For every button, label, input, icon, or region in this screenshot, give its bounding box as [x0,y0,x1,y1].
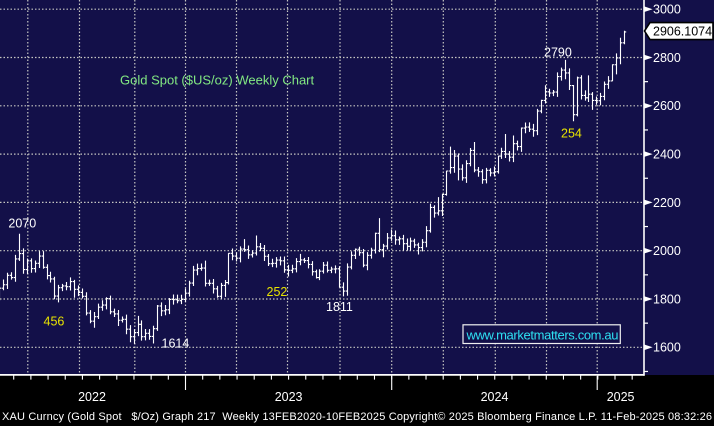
svg-text:2025: 2025 [607,390,635,404]
svg-text:252: 252 [267,285,288,299]
svg-text:www.marketmatters.com.au: www.marketmatters.com.au [466,327,619,342]
svg-text:2000: 2000 [653,244,681,258]
svg-text:2022: 2022 [78,390,106,404]
svg-text:2024: 2024 [481,390,509,404]
svg-text:2790: 2790 [544,46,572,60]
svg-text:2800: 2800 [653,51,681,65]
svg-text:254: 254 [561,127,582,141]
svg-text:2906.1074: 2906.1074 [653,25,712,39]
svg-text:3000: 3000 [653,3,681,17]
svg-text:Gold Spot ($US/oz) Weekly Char: Gold Spot ($US/oz) Weekly Chart [120,73,314,88]
svg-text:1600: 1600 [653,341,681,355]
svg-text:1811: 1811 [326,300,353,314]
svg-text:1614: 1614 [162,337,190,351]
svg-text:2070: 2070 [8,217,36,231]
svg-text:XAU Curncy (Gold Spot $/Oz): XAU Curncy (Gold Spot $/Oz) Graph 217 We… [2,411,712,423]
svg-text:2200: 2200 [653,196,681,210]
svg-text:456: 456 [44,315,65,329]
svg-text:2023: 2023 [275,390,303,404]
svg-text:2400: 2400 [653,148,681,162]
svg-text:2600: 2600 [653,99,681,113]
svg-text:1800: 1800 [653,292,681,306]
